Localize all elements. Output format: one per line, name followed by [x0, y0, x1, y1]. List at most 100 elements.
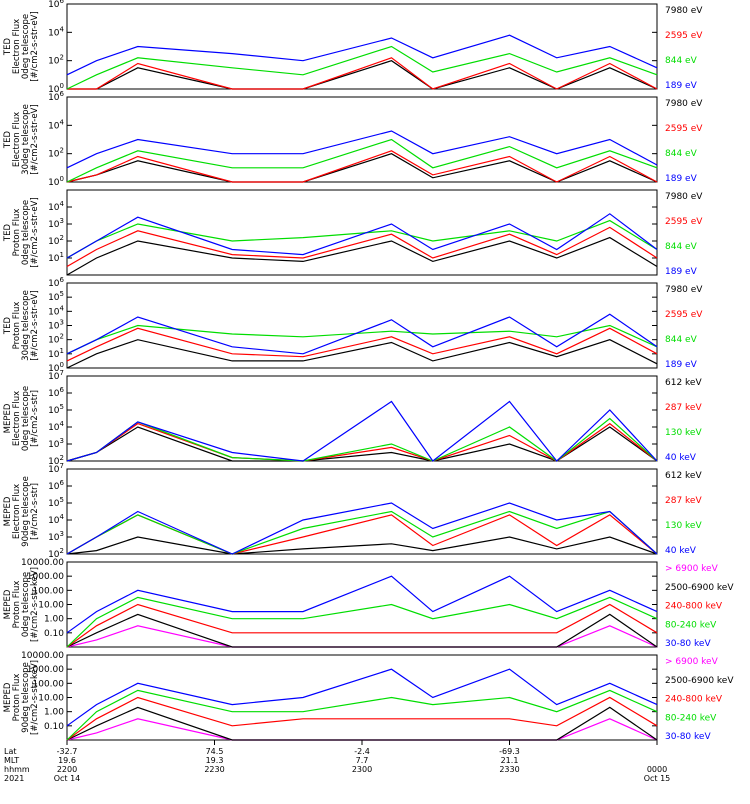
y-axis-label-6-3: 90deg telescope	[21, 476, 31, 547]
panel-frame-1	[66, 3, 658, 90]
series-line-3-1	[66, 236, 658, 276]
series-line-3-2	[66, 226, 658, 268]
panel-frame-2	[66, 96, 658, 183]
y-tick-label-3-4: 104	[48, 200, 64, 213]
series-line-3-3	[66, 219, 658, 259]
y-tick-label-6-2: 103	[48, 530, 64, 543]
y-tick-label-1-1: 100	[48, 82, 64, 95]
legend-label-2-1: 7980 eV	[665, 99, 703, 109]
y-tick-label-4-7: 106	[48, 276, 64, 289]
legend-label-4-1: 7980 eV	[665, 285, 703, 295]
y-axis-label-1-1: TED	[3, 37, 13, 56]
y-axis-label-4-3: 30deg telescope	[21, 290, 31, 361]
series-line-1-1	[67, 60, 658, 90]
y-tick-label-7-6: 10000.00	[21, 558, 64, 568]
y-tick-label-7-2: 1.00	[44, 615, 64, 625]
y-tick-label-6-6: 107	[48, 462, 64, 475]
y-tick-label-1-3: 104	[48, 25, 64, 38]
legend-label-2-2: 2595 eV	[665, 124, 703, 134]
legend-label-8-5: 30-80 keV	[665, 732, 711, 742]
y-axis-label-3-2: Proton Flux	[12, 209, 22, 257]
legend-label-3-1: 7980 eV	[665, 192, 703, 202]
y-axis-label-1-3: 0deg telescope	[21, 14, 31, 79]
legend-label-1-3: 844 eV	[665, 56, 698, 66]
y-axis-label-2-3: 30deg telescope	[21, 104, 31, 175]
x-tick-label-2-3: 2230	[204, 765, 224, 774]
series-line-8-3	[66, 696, 658, 741]
series-line-8-2	[66, 706, 658, 741]
series-line-6-1	[66, 536, 658, 555]
y-axis-label-4-4: [#/cm2-s-str-eV]	[30, 290, 40, 360]
legend-label-4-3: 844 eV	[665, 335, 698, 345]
legend-label-5-4: 40 keV	[665, 453, 697, 463]
series-line-2-2	[66, 150, 658, 183]
panel-frame-4	[66, 282, 658, 369]
y-tick-label-8-3: 10.00	[38, 694, 64, 704]
x-tick-label-4-2: 21.1	[501, 756, 519, 765]
legend-label-3-3: 844 eV	[665, 242, 698, 252]
y-tick-label-2-1: 100	[48, 175, 64, 188]
legend-label-6-3: 130 keV	[665, 521, 702, 531]
x-tick-label-3-2: 7.7	[356, 756, 369, 765]
series-line-5-1	[66, 426, 658, 462]
legend-label-3-4: 189 eV	[665, 267, 698, 277]
series-line-4-3	[66, 324, 658, 355]
panel-frame-6	[66, 468, 658, 555]
series-line-7-2	[66, 613, 658, 648]
y-axis-label-2-2: Electron Flux	[12, 112, 22, 167]
series-line-7-3	[66, 603, 658, 648]
legend-label-8-2: 2500-6900 keV	[665, 676, 734, 686]
series-line-2-4	[66, 130, 658, 169]
y-axis-label-8-2: Proton Flux	[12, 674, 22, 722]
y-tick-label-8-4: 100.00	[33, 679, 65, 689]
legend-label-7-3: 240-800 keV	[665, 602, 723, 612]
series-line-5-2	[66, 422, 658, 462]
y-tick-label-5-2: 103	[48, 437, 64, 450]
x-tick-label-1-3: 2200	[57, 765, 77, 774]
series-line-5-4	[66, 400, 658, 462]
legend-label-4-4: 189 eV	[665, 360, 698, 370]
legend-label-6-2: 287 keV	[665, 496, 702, 506]
series-line-7-1	[66, 625, 658, 648]
legend-label-8-3: 240-800 keV	[665, 695, 723, 705]
legend-label-6-1: 612 keV	[665, 471, 702, 481]
y-tick-label-8-2: 1.00	[44, 708, 64, 718]
y-axis-label-5-4: [#/cm2-s-str]	[30, 390, 40, 447]
y-tick-label-5-6: 107	[48, 369, 64, 382]
legend-label-2-4: 189 eV	[665, 174, 698, 184]
y-tick-label-6-4: 105	[48, 496, 64, 509]
series-line-1-2	[67, 57, 658, 90]
series-line-6-2	[66, 514, 658, 555]
legend-label-1-1: 7980 eV	[665, 6, 703, 16]
y-axis-label-4-2: Proton Flux	[12, 302, 22, 350]
y-tick-label-7-4: 100.00	[33, 586, 65, 596]
y-tick-label-6-1: 102	[48, 547, 64, 560]
panel-frame-7	[66, 561, 658, 648]
series-line-2-3	[66, 138, 658, 183]
legend-label-4-2: 2595 eV	[665, 310, 703, 320]
x-tick-label-2-2: 19.3	[206, 756, 224, 765]
y-tick-label-6-5: 106	[48, 479, 64, 492]
y-axis-label-1-2: Electron Flux	[12, 19, 22, 74]
series-line-8-5	[66, 668, 658, 727]
y-tick-label-4-3: 102	[48, 333, 64, 346]
legend-label-5-2: 287 keV	[665, 403, 702, 413]
x-row-label-3: hhmm	[4, 765, 30, 774]
legend-label-6-4: 40 keV	[665, 546, 697, 556]
y-tick-label-2-3: 104	[48, 118, 64, 131]
y-axis-label-3-4: [#/cm2-s-str-eV]	[30, 197, 40, 267]
y-axis-label-4-1: TED	[3, 316, 13, 335]
series-line-4-2	[66, 327, 658, 362]
y-axis-label-5-1: MEPED	[3, 403, 13, 433]
series-line-5-3	[66, 417, 658, 462]
series-line-3-4	[66, 213, 658, 259]
y-axis-label-3-1: TED	[3, 223, 13, 242]
y-tick-label-8-5: 1000.00	[27, 665, 64, 675]
x-tick-label-4-3: 2330	[499, 765, 519, 774]
legend-label-7-5: 30-80 keV	[665, 639, 711, 649]
y-tick-label-5-4: 105	[48, 403, 64, 416]
series-line-1-3	[66, 45, 658, 90]
y-tick-label-3-1: 101	[48, 251, 64, 264]
y-tick-label-5-1: 102	[48, 454, 64, 467]
